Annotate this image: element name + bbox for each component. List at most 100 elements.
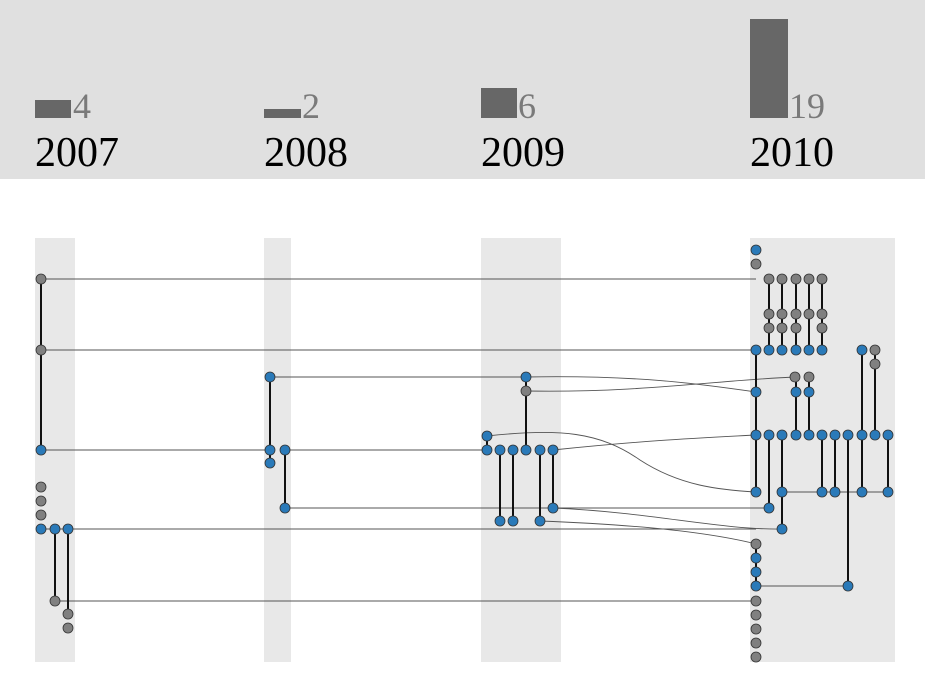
node-inactive — [803, 273, 815, 285]
year-label: 2009 — [481, 130, 565, 176]
node-active — [520, 444, 532, 456]
node-active — [803, 386, 815, 398]
node-inactive — [750, 651, 762, 663]
node-active — [763, 502, 775, 514]
node-inactive — [62, 608, 74, 620]
node-inactive — [750, 623, 762, 635]
node-active — [750, 566, 762, 578]
node-active — [856, 486, 868, 498]
node-active — [856, 429, 868, 441]
node-active — [829, 486, 841, 498]
thread-line — [539, 520, 757, 545]
node-active — [776, 523, 788, 535]
node-inactive — [62, 622, 74, 634]
node-active — [520, 371, 532, 383]
node-active — [750, 244, 762, 256]
node-inactive — [49, 595, 61, 607]
node-active — [507, 444, 519, 456]
node-inactive — [35, 273, 47, 285]
node-active — [481, 444, 493, 456]
node-inactive — [803, 308, 815, 320]
year-column-2008[interactable]: 2 2008 — [264, 0, 384, 179]
nodes — [35, 244, 894, 663]
node-active — [882, 486, 894, 498]
node-active — [750, 429, 762, 441]
node-active — [62, 523, 74, 535]
node-inactive — [750, 595, 762, 607]
node-inactive — [816, 273, 828, 285]
thread-line — [552, 434, 757, 451]
node-active — [842, 580, 854, 592]
node-inactive — [35, 495, 47, 507]
node-active — [547, 444, 559, 456]
node-active — [534, 515, 546, 527]
year-column-2007[interactable]: 4 2007 — [35, 0, 155, 179]
node-inactive — [803, 371, 815, 383]
count-label: 2 — [302, 86, 320, 126]
year-label: 2008 — [264, 130, 348, 176]
node-active — [776, 486, 788, 498]
count-bar — [481, 88, 517, 118]
node-active — [264, 371, 276, 383]
node-inactive — [789, 371, 801, 383]
node-inactive — [816, 308, 828, 320]
node-active — [750, 552, 762, 564]
node-active — [790, 386, 802, 398]
node-active — [869, 429, 881, 441]
node-active — [481, 430, 493, 442]
node-active — [35, 444, 47, 456]
thread-line — [486, 431, 757, 493]
node-active — [856, 344, 868, 356]
node-inactive — [790, 273, 802, 285]
node-active — [829, 429, 841, 441]
node-active — [750, 580, 762, 592]
node-active — [842, 429, 854, 441]
node-inactive — [763, 322, 775, 334]
thread-line — [525, 376, 757, 393]
count-label: 4 — [73, 86, 91, 126]
node-active — [279, 444, 291, 456]
node-inactive — [750, 538, 762, 550]
node-inactive — [869, 344, 881, 356]
year-label: 2010 — [750, 130, 834, 176]
node-active — [264, 444, 276, 456]
count-label: 19 — [789, 86, 825, 126]
node-active — [750, 486, 762, 498]
node-inactive — [776, 322, 788, 334]
node-active — [816, 344, 828, 356]
node-active — [534, 444, 546, 456]
node-inactive — [790, 308, 802, 320]
node-active — [547, 502, 559, 514]
timeline-header: 4 2007 2 2008 6 2009 19 2010 — [0, 0, 925, 179]
node-inactive — [35, 509, 47, 521]
node-active — [790, 344, 802, 356]
node-active — [776, 344, 788, 356]
node-active — [790, 429, 802, 441]
node-inactive — [750, 637, 762, 649]
year-column-2010[interactable]: 19 2010 — [750, 0, 900, 179]
count-bar — [750, 19, 788, 118]
node-active — [750, 386, 762, 398]
thread-lines — [41, 278, 888, 602]
node-active — [803, 344, 815, 356]
node-active — [49, 523, 61, 535]
node-active — [494, 515, 506, 527]
node-inactive — [750, 609, 762, 621]
year-label: 2007 — [35, 130, 119, 176]
node-active — [264, 457, 276, 469]
year-column-2009[interactable]: 6 2009 — [481, 0, 601, 179]
node-active — [35, 523, 47, 535]
thread-line — [552, 507, 783, 530]
node-inactive — [776, 308, 788, 320]
node-inactive — [750, 258, 762, 270]
node-inactive — [763, 273, 775, 285]
node-inactive — [776, 273, 788, 285]
node-inactive — [763, 308, 775, 320]
node-active — [750, 344, 762, 356]
node-active — [507, 515, 519, 527]
node-active — [816, 429, 828, 441]
thread-line — [525, 376, 796, 392]
count-label: 6 — [518, 86, 536, 126]
node-active — [763, 344, 775, 356]
